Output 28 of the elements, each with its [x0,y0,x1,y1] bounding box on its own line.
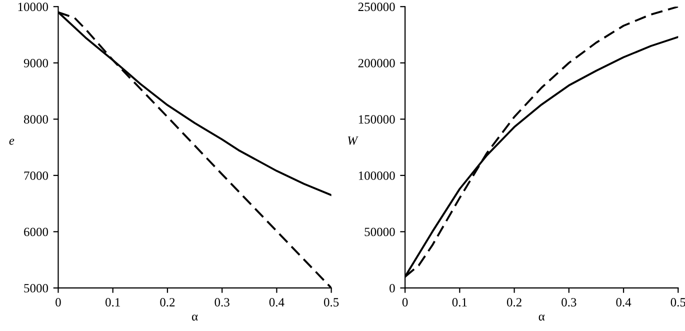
y-tick-label: 50000 [364,228,395,236]
x-tick-label: 0.2 [506,298,522,307]
y-tick-label: 150000 [358,115,395,124]
x-tick-label: 0.3 [214,298,230,307]
x-axis-title: α [538,314,545,321]
y-tick-label: 200000 [358,58,395,68]
x-tick-label: 0.2 [160,298,175,307]
x-tick-label: 0.3 [562,298,576,307]
x-tick-label: 0.1 [106,298,120,307]
y-axis-title: W [348,136,358,145]
y-tick-label: 6000 [24,228,48,236]
y-tick-label: 8000 [24,115,48,124]
x-tick-label: 0.4 [269,298,284,307]
y-tick-label: 10000 [18,2,48,12]
x-tick-label: 0.5 [670,298,685,307]
y-tick-label: 250000 [358,2,395,12]
x-tick-label: 0.4 [616,298,632,307]
x-axis-title: α [192,314,198,321]
y-tick-label: 0 [390,284,395,292]
x-tick-label: 0.5 [324,298,339,307]
y-axis-title: e [9,138,14,145]
y-tick-label: 9000 [24,58,48,68]
x-tick-label: 0.1 [452,298,467,307]
y-tick-label: 5000 [24,284,48,292]
y-tick-label: 7000 [24,171,48,180]
y-tick-label: 100000 [358,171,395,180]
x-tick-label: 0 [56,298,61,306]
x-tick-label: 0 [402,298,408,306]
